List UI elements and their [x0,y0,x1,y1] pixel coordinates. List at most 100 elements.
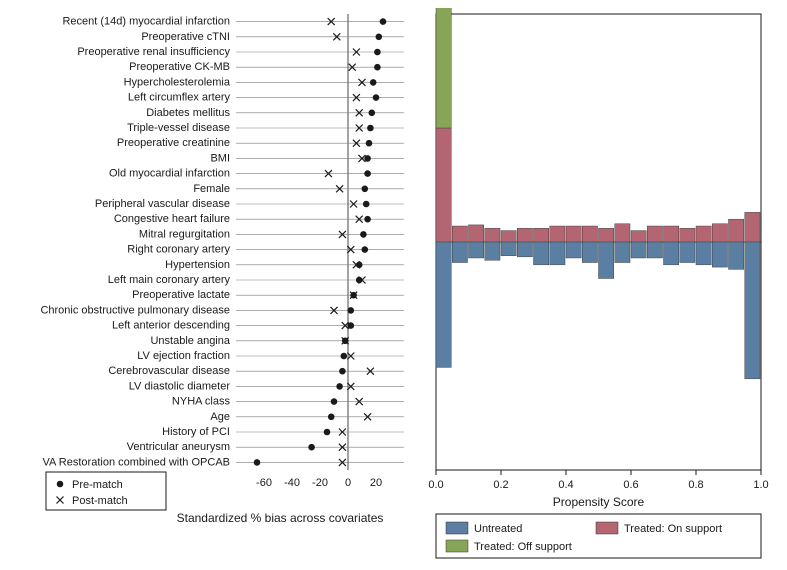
bar-untreated [745,242,760,379]
x-tick-label: 0.0 [428,479,443,491]
covariate-label: Old myocardial infarction [109,168,230,180]
bar-untreated [566,242,581,258]
legend-swatch-treated-off [446,540,468,552]
legend-label-treated-on: Treated: On support [624,523,722,535]
covariate-label: Recent (14d) myocardial infarction [62,16,230,28]
covariate-label: Female [193,183,230,195]
pre-match-marker [370,79,377,86]
bar-untreated [712,242,727,267]
pre-match-marker [373,94,380,101]
covariate-label: NYHA class [172,396,231,408]
bar-treated-on [436,128,451,242]
covariate-label: Preoperative creatinine [117,137,230,149]
covariate-label: LV ejection fraction [137,350,230,362]
covariate-label: Chronic obstructive pulmonary disease [40,304,230,316]
pre-match-marker [254,459,261,466]
legend-pre-label: Pre-match [72,479,123,491]
bar-untreated [729,242,744,269]
pre-match-marker [362,246,369,253]
covariate-label: BMI [210,152,230,164]
pre-match-marker [364,216,371,223]
covariate-label: Mitral regurgitation [139,228,230,240]
x-tick-label: 0 [345,477,351,489]
bar-untreated [696,242,711,265]
covariate-label: Diabetes mellitus [146,107,230,119]
pre-match-marker [336,383,343,390]
bar-treated-on [647,226,662,242]
covariate-label: Preoperative CK-MB [129,61,230,73]
covariate-label: Cerebrovascular disease [108,365,230,377]
bar-treated-on [631,231,646,242]
pre-match-marker [376,34,383,41]
covariate-label: VA Restoration combined with OPCAB [43,456,231,468]
pre-match-marker [374,49,381,56]
pre-match-marker [328,414,335,421]
covariate-label: Preoperative cTNI [141,31,230,43]
covariate-label: Congestive heart failure [114,213,230,225]
legend-swatch-treated-on [596,522,618,534]
bar-treated-on [582,226,597,242]
covariate-label: LV diastolic diameter [129,380,231,392]
bar-treated-on [534,228,549,242]
bar-treated-on [452,226,467,242]
covariate-label: Left circumflex artery [128,92,231,104]
bar-treated-on [729,219,744,242]
bar-untreated [615,242,630,263]
x-tick-label: -60 [256,477,272,489]
covariate-label: Preoperative lactate [132,289,230,301]
pre-match-marker [374,64,381,71]
bar-treated-on [599,228,614,242]
bar-treated-on [712,224,727,242]
x-tick-label: 20 [370,477,382,489]
covariate-label: Preoperative renal insufficiency [77,46,230,58]
covariate-label: Ventricular aneurysm [127,441,230,453]
legend-pre-icon [57,481,64,488]
pre-match-marker [331,398,338,405]
right-panel: 0.00.20.40.60.81.0Propensity ScoreUntrea… [416,8,771,562]
x-tick-label: -40 [284,477,300,489]
covariate-label: Peripheral vascular disease [95,198,230,210]
pre-match-marker [380,18,387,25]
bar-treated-off [436,8,451,128]
bar-treated-on [664,226,679,242]
histogram-svg: 0.00.20.40.60.81.0Propensity ScoreUntrea… [416,8,771,562]
pre-match-marker [324,429,331,436]
bar-untreated [631,242,646,258]
legend-swatch-untreated [446,522,468,534]
pre-match-marker [360,231,367,238]
bar-treated-on [469,225,484,242]
bar-untreated [469,242,484,258]
x-tick-label: 0.4 [558,479,573,491]
left-panel: Recent (14d) myocardial infarction Preope… [8,8,408,562]
covariate-label: Hypertension [165,259,230,271]
bar-untreated [550,242,565,265]
covariate-label: Triple-vessel disease [127,122,230,134]
covariate-label: Age [210,411,230,423]
pre-match-marker [364,170,371,177]
figure-wrap: Recent (14d) myocardial infarction Preope… [8,8,779,562]
bar-treated-on [501,231,516,242]
bar-treated-on [615,224,630,242]
bar-untreated [501,242,516,256]
bar-treated-on [485,228,500,242]
pre-match-marker [339,368,346,375]
bar-treated-on [680,228,695,242]
pre-match-marker [363,201,370,208]
x-axis-title: Propensity Score [553,495,645,509]
covariate-label: Left anterior descending [112,320,230,332]
covariate-label: Hypercholesterolemia [124,76,231,88]
pre-match-marker [367,125,374,132]
bar-untreated [599,242,614,278]
bar-untreated [452,242,467,263]
bar-untreated [534,242,549,265]
covariate-label: History of PCI [162,426,230,438]
bar-treated-on [517,228,532,242]
bar-untreated [664,242,679,265]
pre-match-marker [348,322,355,329]
bar-untreated [582,242,597,263]
bar-untreated [436,242,451,367]
covariate-label: Unstable angina [150,335,230,347]
bar-treated-on [696,226,711,242]
pre-match-marker [308,444,315,451]
bar-treated-on [745,212,760,242]
